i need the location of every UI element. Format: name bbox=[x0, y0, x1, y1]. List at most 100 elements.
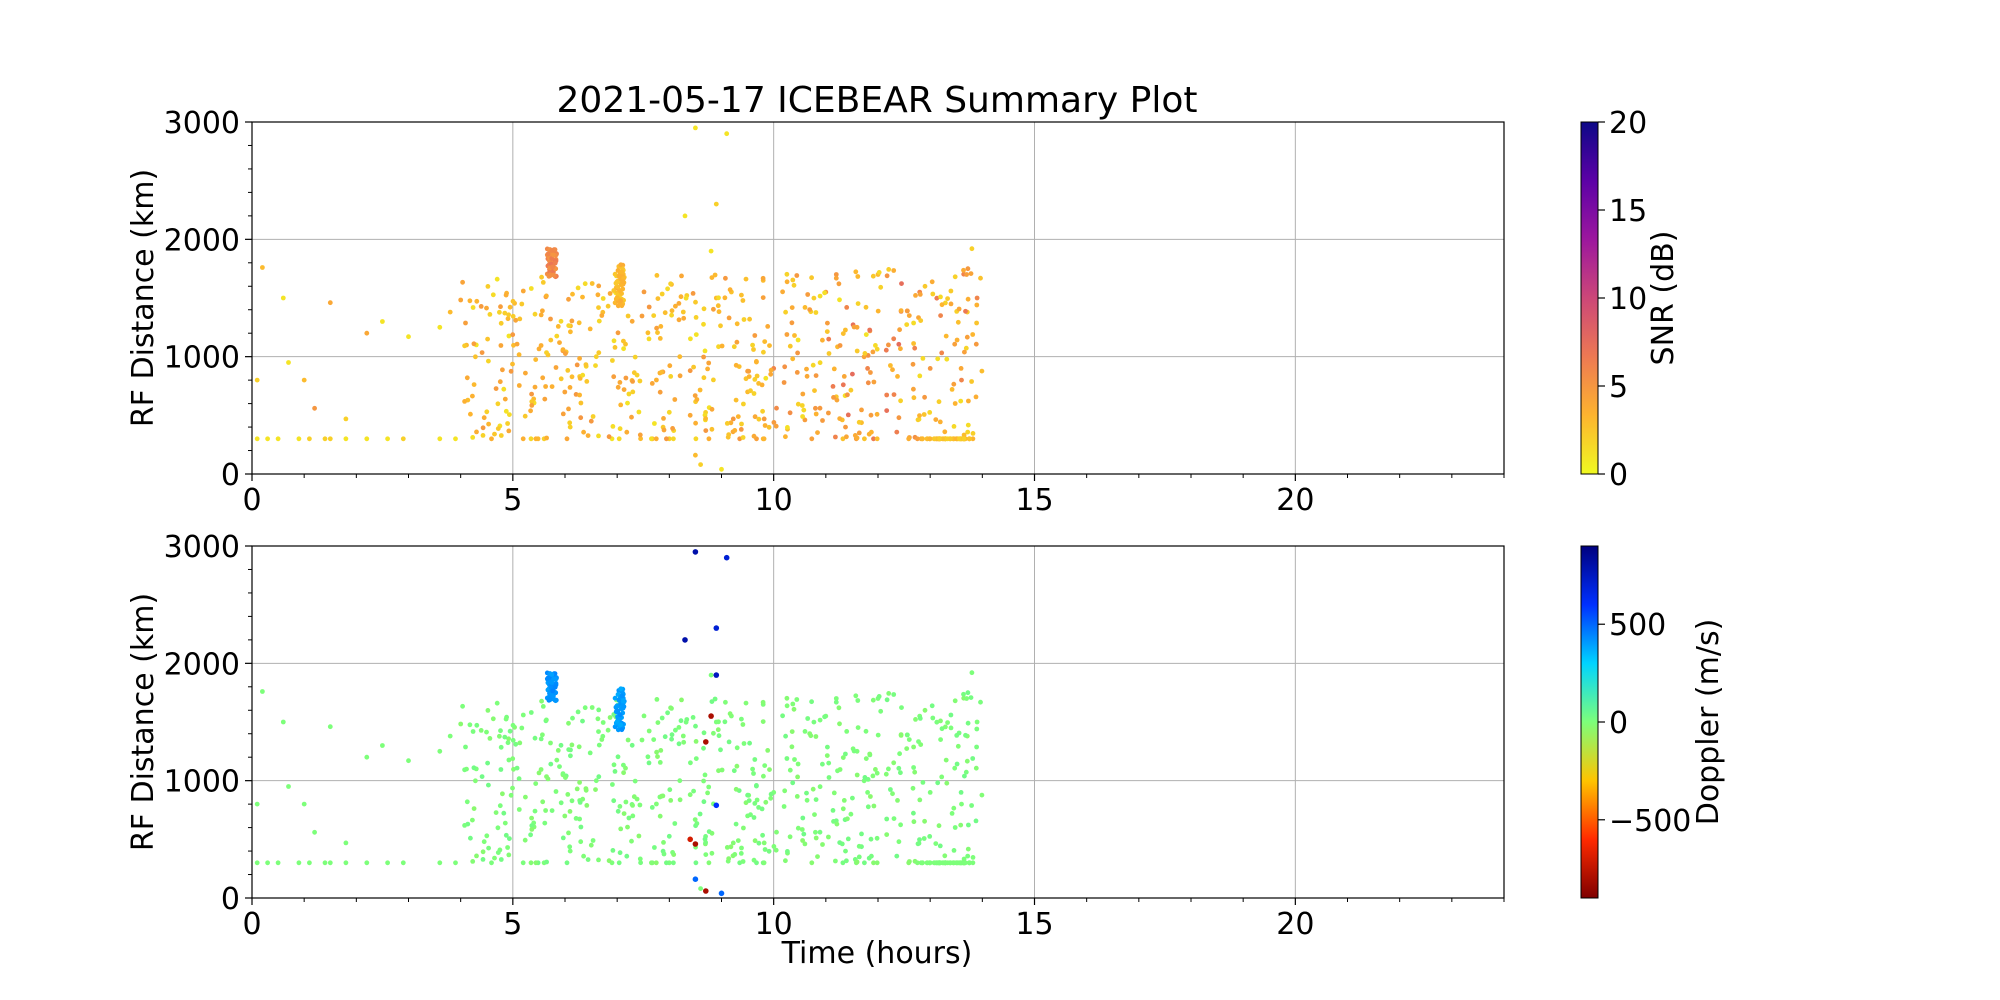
snr-point bbox=[688, 336, 693, 342]
snr-point bbox=[470, 305, 476, 310]
snr-point bbox=[280, 295, 286, 301]
doppler-point bbox=[805, 716, 811, 721]
doppler-point bbox=[962, 773, 967, 779]
doppler-point bbox=[634, 796, 640, 802]
doppler-point bbox=[937, 843, 943, 849]
doppler-point bbox=[854, 859, 860, 865]
snr-point bbox=[716, 309, 722, 315]
doppler-point bbox=[896, 839, 902, 845]
snr-point bbox=[654, 377, 659, 383]
snr-point bbox=[961, 436, 967, 442]
doppler-point bbox=[761, 773, 766, 779]
snr-point bbox=[632, 354, 638, 360]
snr-point bbox=[552, 260, 558, 266]
x-tick-label: 5 bbox=[503, 483, 522, 518]
snr-point bbox=[855, 274, 861, 279]
snr-point bbox=[468, 411, 473, 417]
doppler-point bbox=[540, 704, 546, 709]
doppler-point bbox=[935, 780, 941, 786]
snr-point bbox=[906, 436, 912, 442]
doppler-point bbox=[906, 860, 912, 866]
snr-point bbox=[745, 368, 750, 374]
snr-point bbox=[939, 350, 945, 356]
snr-point bbox=[460, 279, 465, 285]
doppler-point bbox=[646, 760, 652, 766]
snr-point bbox=[473, 354, 478, 360]
snr-point bbox=[896, 415, 902, 421]
snr-point bbox=[773, 423, 779, 429]
doppler-point bbox=[637, 802, 643, 808]
snr-point bbox=[809, 436, 815, 442]
doppler-point bbox=[583, 786, 589, 791]
snr-point bbox=[922, 394, 927, 400]
doppler-point bbox=[870, 697, 876, 703]
doppler-point bbox=[692, 817, 698, 822]
doppler-point bbox=[551, 676, 556, 682]
doppler-point bbox=[785, 849, 790, 854]
doppler-point bbox=[385, 860, 390, 866]
snr-point bbox=[481, 415, 487, 421]
snr-point bbox=[570, 291, 575, 297]
snr-point bbox=[614, 279, 620, 285]
doppler-point bbox=[677, 797, 683, 803]
doppler-point bbox=[679, 697, 684, 703]
snr-point bbox=[486, 358, 491, 364]
doppler-point bbox=[874, 770, 880, 776]
snr-colorbar-ticks: 0 5 10 15 20 bbox=[1598, 106, 1647, 493]
doppler-point bbox=[639, 737, 645, 743]
snr-point bbox=[645, 330, 651, 336]
doppler-point bbox=[759, 806, 765, 812]
doppler-point bbox=[564, 860, 570, 866]
snr-point bbox=[623, 375, 629, 381]
doppler-point bbox=[548, 740, 553, 746]
snr-point bbox=[577, 392, 582, 398]
snr-point bbox=[505, 316, 511, 322]
snr-point bbox=[709, 406, 715, 412]
doppler-point bbox=[884, 816, 890, 822]
snr-point bbox=[970, 431, 976, 436]
snr-point bbox=[343, 436, 349, 442]
snr-point bbox=[873, 343, 878, 348]
doppler-point bbox=[715, 727, 721, 733]
doppler-point bbox=[503, 832, 509, 838]
snr-point bbox=[748, 388, 753, 394]
doppler-point bbox=[765, 748, 771, 753]
snr-point bbox=[913, 293, 918, 298]
doppler-point bbox=[966, 822, 971, 828]
doppler-point bbox=[936, 860, 942, 866]
snr-point bbox=[694, 397, 700, 402]
snr-point bbox=[826, 410, 831, 416]
doppler-point bbox=[748, 812, 753, 818]
doppler-point bbox=[768, 791, 774, 797]
snr-point bbox=[532, 384, 538, 390]
snr-point bbox=[837, 297, 842, 303]
doppler-point bbox=[654, 749, 659, 755]
doppler-point bbox=[626, 815, 632, 821]
doppler-point bbox=[738, 851, 744, 856]
doppler-point bbox=[712, 696, 718, 702]
snr-point bbox=[886, 267, 892, 272]
snr-point bbox=[812, 388, 817, 393]
doppler-point bbox=[884, 832, 890, 837]
doppler-point bbox=[781, 804, 787, 809]
doppler-point bbox=[867, 751, 873, 757]
doppler-point bbox=[625, 737, 631, 743]
snr-point bbox=[593, 354, 599, 360]
doppler-point bbox=[871, 803, 877, 809]
snr-point bbox=[965, 296, 971, 302]
doppler-point bbox=[724, 845, 730, 850]
doppler-point bbox=[750, 766, 755, 772]
snr-point bbox=[862, 351, 868, 356]
snr-point bbox=[826, 351, 832, 356]
snr-point bbox=[732, 428, 738, 433]
snr-point bbox=[871, 379, 877, 385]
doppler-point bbox=[844, 858, 849, 864]
doppler-point bbox=[462, 767, 467, 773]
snr-point bbox=[752, 333, 758, 338]
doppler-point bbox=[800, 815, 806, 821]
snr-colorbar-label: SNR (dB) bbox=[1646, 231, 1681, 366]
snr-point bbox=[927, 410, 933, 415]
snr-point bbox=[752, 414, 758, 420]
snr-point bbox=[746, 374, 752, 379]
doppler-point bbox=[507, 728, 513, 734]
